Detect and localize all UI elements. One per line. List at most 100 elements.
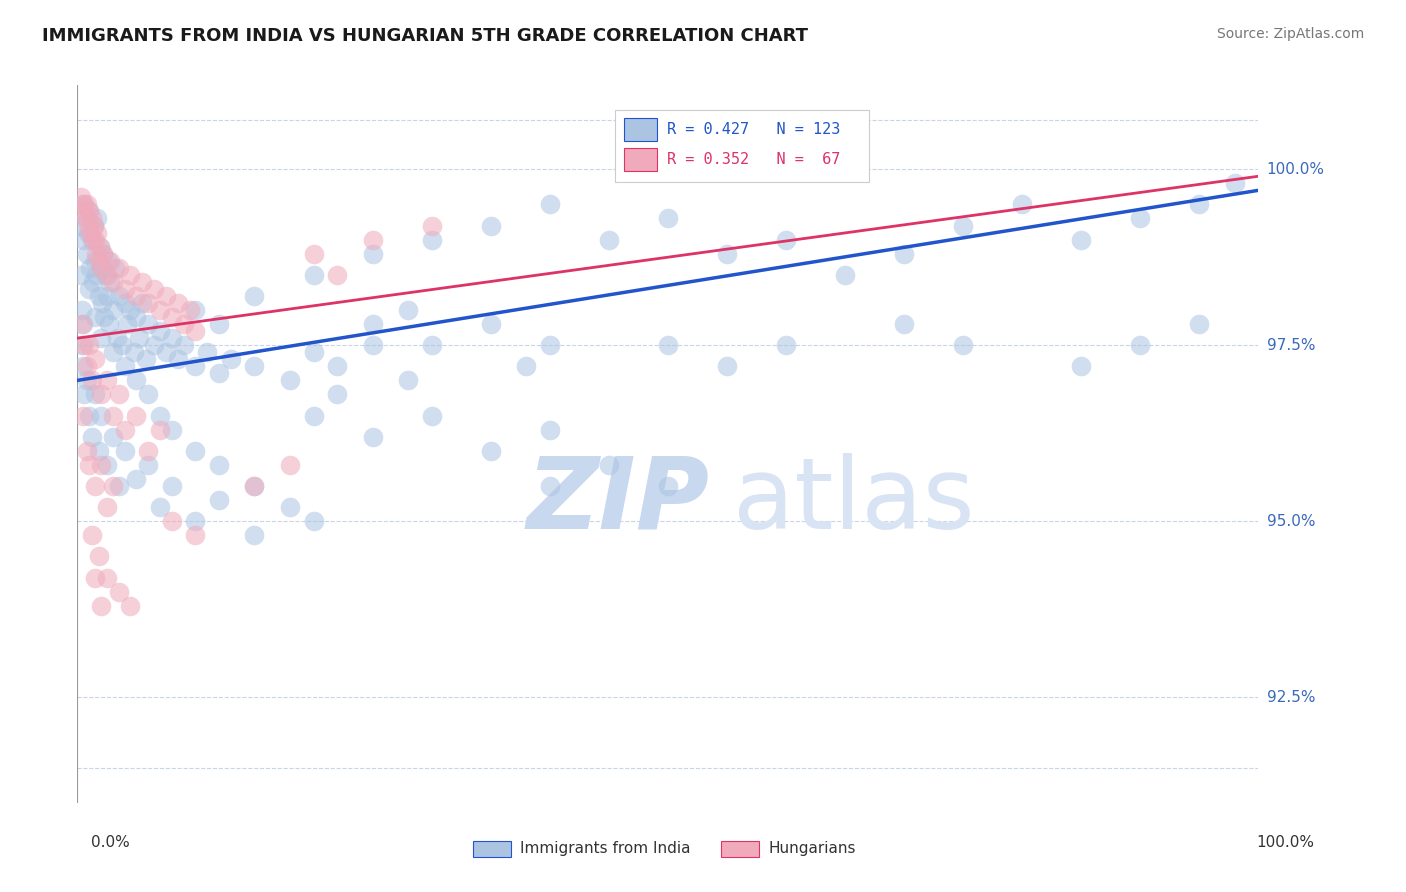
Point bbox=[80, 430, 103, 444]
Point bbox=[96, 373, 118, 387]
Point bbox=[420, 219, 443, 233]
Point bbox=[91, 246, 114, 260]
Point bbox=[96, 458, 118, 472]
Point bbox=[84, 268, 107, 282]
Point bbox=[77, 204, 100, 219]
Point bbox=[326, 359, 349, 374]
FancyBboxPatch shape bbox=[624, 148, 657, 171]
Point bbox=[101, 275, 124, 289]
Point bbox=[208, 493, 231, 508]
Point bbox=[1070, 233, 1092, 247]
Point bbox=[120, 268, 142, 282]
Point bbox=[87, 443, 110, 458]
Point bbox=[1129, 211, 1152, 226]
Point bbox=[83, 219, 105, 233]
Point bbox=[84, 233, 107, 247]
Point bbox=[80, 211, 103, 226]
Point bbox=[73, 387, 96, 401]
Point bbox=[952, 338, 974, 352]
Point bbox=[1188, 197, 1211, 211]
Point bbox=[136, 317, 159, 331]
Point bbox=[101, 430, 124, 444]
Point bbox=[1011, 197, 1033, 211]
Point bbox=[114, 282, 136, 296]
Text: Source: ZipAtlas.com: Source: ZipAtlas.com bbox=[1216, 27, 1364, 41]
Point bbox=[149, 324, 172, 338]
Point bbox=[396, 373, 419, 387]
Point bbox=[96, 289, 118, 303]
Point bbox=[70, 268, 93, 282]
Point bbox=[1223, 176, 1246, 190]
Point bbox=[87, 253, 110, 268]
Point bbox=[76, 246, 98, 260]
Point bbox=[160, 310, 183, 324]
Point bbox=[72, 317, 94, 331]
Point bbox=[195, 345, 218, 359]
Point bbox=[243, 479, 266, 493]
Point bbox=[125, 409, 148, 423]
Point bbox=[179, 303, 201, 318]
Point bbox=[72, 359, 94, 374]
Text: R = 0.427   N = 123: R = 0.427 N = 123 bbox=[666, 122, 839, 136]
Point bbox=[184, 514, 207, 528]
Text: Immigrants from India: Immigrants from India bbox=[520, 841, 690, 856]
Point bbox=[73, 233, 96, 247]
Point bbox=[77, 282, 100, 296]
Point bbox=[834, 268, 856, 282]
Point bbox=[101, 479, 124, 493]
Point bbox=[114, 296, 136, 310]
FancyBboxPatch shape bbox=[472, 841, 510, 856]
Point bbox=[361, 233, 384, 247]
Point bbox=[302, 345, 325, 359]
Point bbox=[361, 317, 384, 331]
Point bbox=[160, 479, 183, 493]
Point bbox=[278, 500, 301, 515]
Point bbox=[76, 443, 98, 458]
Point bbox=[143, 338, 166, 352]
Point bbox=[143, 282, 166, 296]
Point bbox=[538, 423, 561, 437]
Point bbox=[97, 253, 120, 268]
Point bbox=[82, 275, 104, 289]
Point bbox=[84, 479, 107, 493]
FancyBboxPatch shape bbox=[624, 118, 657, 141]
Point bbox=[538, 338, 561, 352]
Point bbox=[87, 549, 110, 564]
Point bbox=[87, 289, 110, 303]
Point bbox=[184, 359, 207, 374]
Point bbox=[100, 253, 122, 268]
Point bbox=[90, 387, 112, 401]
Point bbox=[86, 226, 108, 240]
Point bbox=[243, 479, 266, 493]
Point bbox=[90, 409, 112, 423]
Point bbox=[208, 367, 231, 381]
Point bbox=[173, 338, 195, 352]
Point bbox=[70, 219, 93, 233]
Point bbox=[114, 423, 136, 437]
Y-axis label: 5th Grade: 5th Grade bbox=[0, 405, 7, 483]
Point bbox=[155, 345, 177, 359]
Point bbox=[101, 345, 124, 359]
Point bbox=[77, 338, 100, 352]
FancyBboxPatch shape bbox=[721, 841, 759, 856]
Point bbox=[84, 246, 107, 260]
Point bbox=[72, 197, 94, 211]
Point bbox=[84, 310, 107, 324]
Point bbox=[135, 352, 157, 367]
Point bbox=[1129, 338, 1152, 352]
Point bbox=[96, 268, 118, 282]
Point bbox=[80, 233, 103, 247]
Point bbox=[420, 233, 443, 247]
Point bbox=[84, 352, 107, 367]
Point bbox=[89, 240, 111, 254]
Point bbox=[893, 317, 915, 331]
Point bbox=[94, 268, 117, 282]
Point bbox=[80, 528, 103, 542]
Point bbox=[136, 296, 159, 310]
Point bbox=[79, 260, 101, 275]
Point bbox=[184, 443, 207, 458]
Point bbox=[77, 409, 100, 423]
Point bbox=[219, 352, 242, 367]
Point bbox=[160, 423, 183, 437]
Point bbox=[302, 268, 325, 282]
